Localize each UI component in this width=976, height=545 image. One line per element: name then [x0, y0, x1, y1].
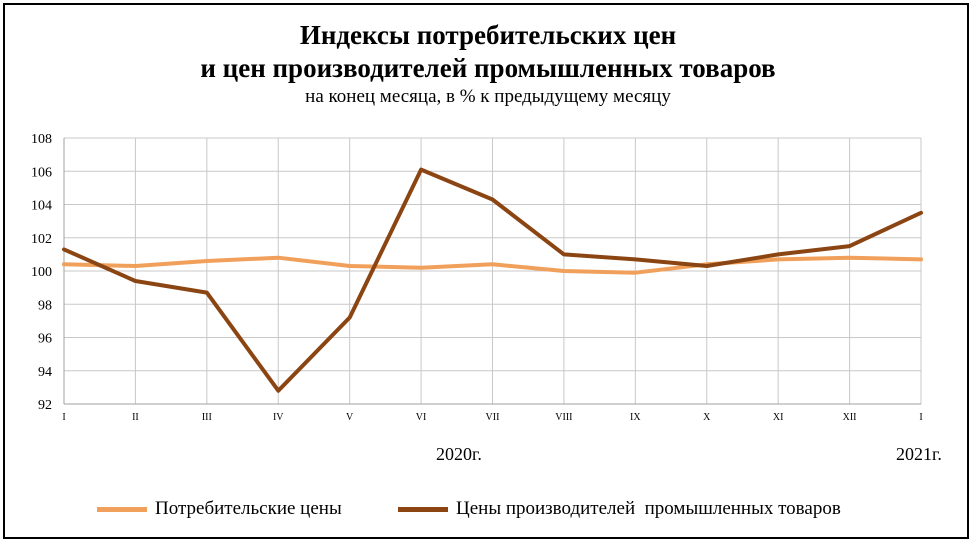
x-tick-label: IV [273, 412, 284, 423]
chart-title-line-1: Индексы потребительских цен [299, 20, 677, 50]
y-tick-label: 108 [31, 132, 52, 147]
series-lines [62, 167, 923, 393]
series-line-consumer-prices [62, 255, 923, 275]
y-tick-label: 92 [38, 398, 52, 413]
legend-swatch-producer-prices [398, 506, 448, 512]
y-tick-label: 106 [31, 165, 52, 180]
x-tick-label: I [62, 412, 65, 423]
x-tick-label: VIII [555, 412, 572, 423]
x-tick-label: VII [486, 412, 500, 423]
series-line-producer-prices [62, 167, 923, 393]
year-label-2020: 2020г. [436, 444, 482, 464]
y-tick-label: 94 [38, 365, 52, 380]
x-tick-label: I [919, 412, 922, 423]
x-tick-labels: I II III IV V VI VII VIII IX X XI XII I [62, 412, 922, 423]
legend-label-consumer-prices: Потребительские цены [155, 498, 342, 519]
y-tick-label: 98 [38, 298, 52, 313]
legend-item-consumer-prices: Потребительские цены [97, 498, 342, 520]
year-label-2021: 2021г. [896, 444, 942, 464]
legend-swatch-consumer-prices [97, 506, 147, 512]
y-tick-label: 104 [31, 199, 52, 214]
x-tick-label: II [132, 412, 139, 423]
y-tick-label: 100 [31, 265, 52, 280]
x-tick-label: X [703, 412, 711, 423]
x-tick-label: XI [773, 412, 784, 423]
y-tick-labels: 92 94 96 98 100 102 104 106 108 [31, 132, 52, 413]
grid-lines [63, 137, 922, 405]
x-tick-label: VI [416, 412, 427, 423]
x-tick-label: V [346, 412, 354, 423]
legend-item-producer-prices: Цены производителей промышленных товаров [398, 498, 841, 520]
y-tick-label: 96 [38, 332, 52, 347]
legend: Потребительские цены Цены производителей… [0, 498, 976, 528]
x-tick-label: III [202, 412, 212, 423]
chart-subtitle: на конец месяца, в % к предыдущему месяц… [305, 86, 671, 107]
legend-label-producer-prices: Цены производителей промышленных товаров [456, 498, 841, 519]
chart-title-line-2: и цен производителей промышленных товаро… [200, 53, 776, 83]
x-tick-label: IX [630, 412, 641, 423]
y-tick-label: 102 [31, 232, 52, 247]
x-tick-label: XII [843, 412, 857, 423]
